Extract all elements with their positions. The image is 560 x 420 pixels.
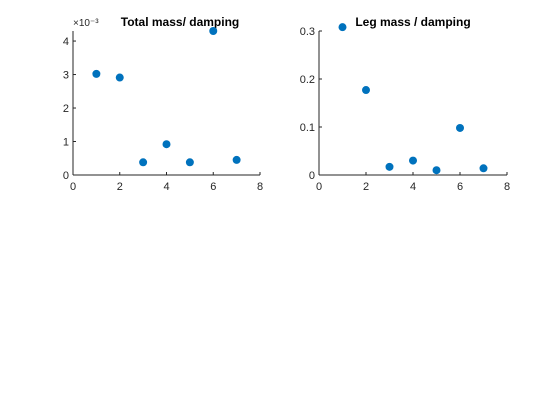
y-exponent-label: ×10⁻³ [73,18,99,29]
y-tick-label: 3 [63,70,69,82]
y-tick-label: 0.2 [300,74,315,86]
data-points [338,23,488,175]
y-tick-label: 0 [309,170,315,182]
x-tick-label: 6 [457,181,463,193]
data-point [385,162,394,171]
y-tick-label: 0.1 [300,122,315,134]
x-tick-label: 0 [316,181,322,193]
x-tick-label: 4 [410,181,416,193]
data-points [92,27,241,167]
data-point [362,86,370,95]
leg-mass-damping-plot: Leg mass / damping 0 2 4 6 8 0 0.1 0.2 0.3 [300,15,510,193]
plot-title: Total mass/ damping [121,15,239,29]
data-point [162,140,171,149]
y-tick-label: 4 [63,36,69,48]
data-point [338,23,347,32]
data-point [115,73,124,82]
x-tick-label: 0 [70,181,76,193]
ticks: 0 2 4 6 8 0 1 2 3 4 [63,36,263,193]
x-tick-label: 6 [210,181,216,193]
total-mass-damping-plot: Total mass/ damping ×10⁻³ 0 2 4 6 8 0 1 2 3 4 [63,15,263,193]
data-point [232,155,241,164]
y-tick-label: 0.3 [300,26,315,38]
x-tick-label: 8 [257,181,263,193]
x-tick-label: 2 [117,181,123,193]
data-point [209,27,218,35]
data-point [139,158,148,167]
y-tick-label: 1 [63,137,69,149]
data-point [479,164,488,173]
x-tick-label: 8 [504,181,510,193]
data-point [409,156,417,165]
y-tick-label: 0 [63,170,69,182]
data-point [92,69,101,78]
data-point [432,166,441,175]
ticks: 0 2 4 6 8 0 0.1 0.2 0.3 [300,26,510,193]
y-tick-label: 2 [63,103,69,115]
x-tick-label: 4 [163,181,169,193]
x-tick-label: 2 [363,181,369,193]
plot-title: Leg mass / damping [355,15,470,29]
data-point [456,123,464,132]
data-point [185,158,194,167]
